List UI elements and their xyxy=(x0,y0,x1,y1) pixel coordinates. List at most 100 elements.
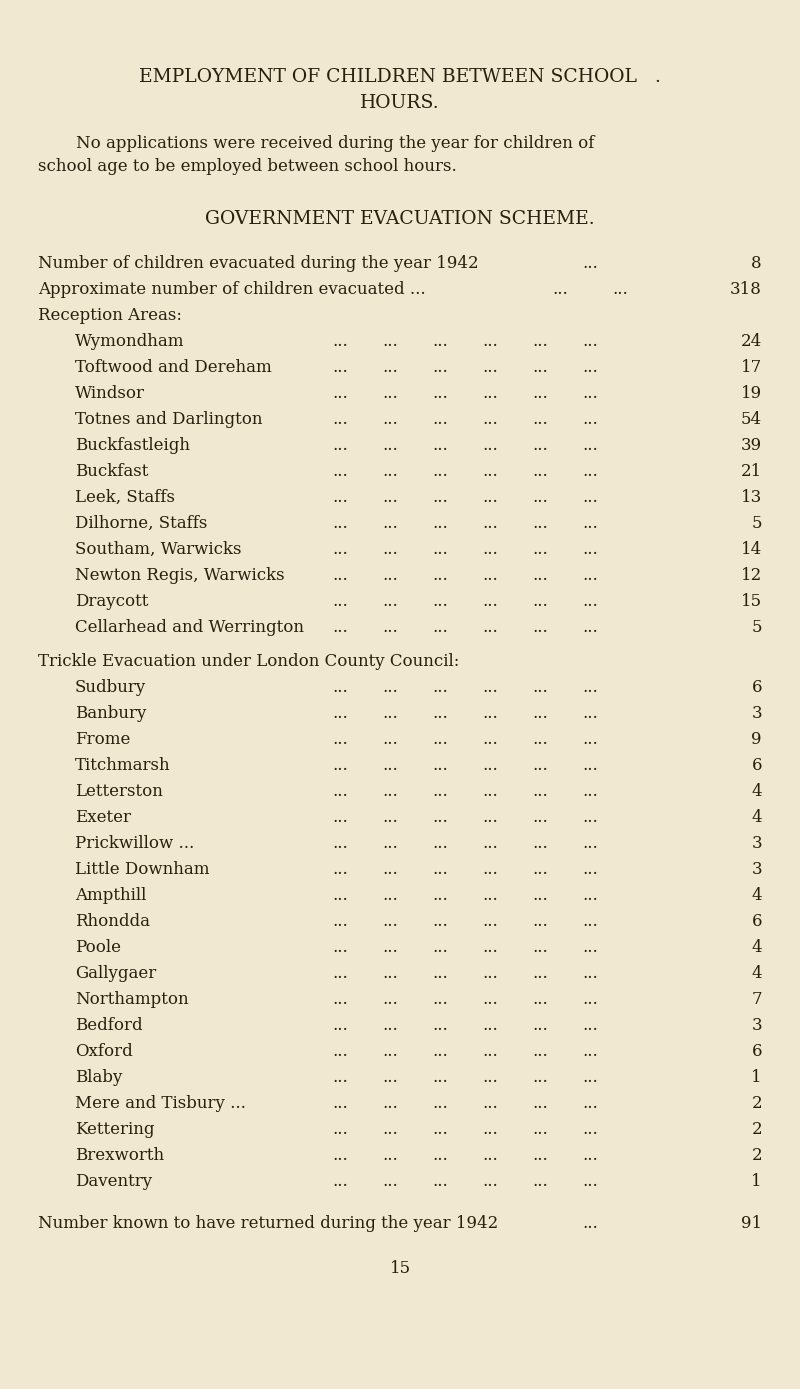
Text: ...: ... xyxy=(382,835,398,851)
Text: ...: ... xyxy=(332,385,348,401)
Text: ...: ... xyxy=(532,990,548,1008)
Text: Rhondda: Rhondda xyxy=(75,913,150,931)
Text: 7: 7 xyxy=(751,990,762,1008)
Text: ...: ... xyxy=(432,1147,448,1164)
Text: Frome: Frome xyxy=(75,731,130,749)
Text: ...: ... xyxy=(582,619,598,636)
Text: school age to be employed between school hours.: school age to be employed between school… xyxy=(38,158,457,175)
Text: ...: ... xyxy=(432,515,448,532)
Text: Cellarhead and Werrington: Cellarhead and Werrington xyxy=(75,619,304,636)
Text: Number known to have returned during the year 1942: Number known to have returned during the… xyxy=(38,1215,498,1232)
Text: ...: ... xyxy=(382,1147,398,1164)
Text: ...: ... xyxy=(532,489,548,506)
Text: ...: ... xyxy=(332,757,348,774)
Text: ...: ... xyxy=(382,593,398,610)
Text: ...: ... xyxy=(432,1172,448,1190)
Text: ...: ... xyxy=(482,757,498,774)
Text: 318: 318 xyxy=(730,281,762,299)
Text: ...: ... xyxy=(332,1147,348,1164)
Text: ...: ... xyxy=(582,939,598,956)
Text: ...: ... xyxy=(482,679,498,696)
Text: ...: ... xyxy=(382,861,398,878)
Text: Approximate number of children evacuated ...: Approximate number of children evacuated… xyxy=(38,281,426,299)
Text: ...: ... xyxy=(482,385,498,401)
Text: 2: 2 xyxy=(751,1147,762,1164)
Text: 24: 24 xyxy=(741,333,762,350)
Text: ...: ... xyxy=(432,808,448,826)
Text: EMPLOYMENT OF CHILDREN BETWEEN SCHOOL   .: EMPLOYMENT OF CHILDREN BETWEEN SCHOOL . xyxy=(139,68,661,86)
Text: ...: ... xyxy=(432,706,448,722)
Text: ...: ... xyxy=(382,990,398,1008)
Text: ...: ... xyxy=(382,965,398,982)
Text: ...: ... xyxy=(432,593,448,610)
Text: ...: ... xyxy=(382,385,398,401)
Text: Brexworth: Brexworth xyxy=(75,1147,164,1164)
Text: ...: ... xyxy=(382,731,398,749)
Text: ...: ... xyxy=(382,1017,398,1033)
Text: Exeter: Exeter xyxy=(75,808,131,826)
Text: ...: ... xyxy=(582,256,598,272)
Text: GOVERNMENT EVACUATION SCHEME.: GOVERNMENT EVACUATION SCHEME. xyxy=(205,210,595,228)
Text: Ampthill: Ampthill xyxy=(75,888,146,904)
Text: 6: 6 xyxy=(751,913,762,931)
Text: 19: 19 xyxy=(741,385,762,401)
Text: 4: 4 xyxy=(751,939,762,956)
Text: 8: 8 xyxy=(751,256,762,272)
Text: ...: ... xyxy=(582,411,598,428)
Text: 1: 1 xyxy=(751,1172,762,1190)
Text: ...: ... xyxy=(432,463,448,481)
Text: ...: ... xyxy=(532,783,548,800)
Text: ...: ... xyxy=(482,1147,498,1164)
Text: ...: ... xyxy=(482,1070,498,1086)
Text: ...: ... xyxy=(382,939,398,956)
Text: ...: ... xyxy=(582,990,598,1008)
Text: ...: ... xyxy=(482,1043,498,1060)
Text: ...: ... xyxy=(332,965,348,982)
Text: ...: ... xyxy=(332,679,348,696)
Text: ...: ... xyxy=(532,757,548,774)
Text: ...: ... xyxy=(532,333,548,350)
Text: ...: ... xyxy=(532,965,548,982)
Text: ...: ... xyxy=(382,438,398,454)
Text: ...: ... xyxy=(332,540,348,558)
Text: ...: ... xyxy=(332,358,348,376)
Text: 6: 6 xyxy=(751,757,762,774)
Text: ...: ... xyxy=(482,861,498,878)
Text: ...: ... xyxy=(382,333,398,350)
Text: ...: ... xyxy=(332,1121,348,1138)
Text: 15: 15 xyxy=(741,593,762,610)
Text: ...: ... xyxy=(332,438,348,454)
Text: ...: ... xyxy=(332,1017,348,1033)
Text: ...: ... xyxy=(582,679,598,696)
Text: ...: ... xyxy=(532,888,548,904)
Text: ...: ... xyxy=(432,913,448,931)
Text: ...: ... xyxy=(332,731,348,749)
Text: ...: ... xyxy=(582,358,598,376)
Text: ...: ... xyxy=(532,1095,548,1113)
Text: Number of children evacuated during the year 1942: Number of children evacuated during the … xyxy=(38,256,478,272)
Text: ...: ... xyxy=(332,913,348,931)
Text: ...: ... xyxy=(432,438,448,454)
Text: ...: ... xyxy=(582,706,598,722)
Text: ...: ... xyxy=(582,731,598,749)
Text: ...: ... xyxy=(432,939,448,956)
Text: Gallygaer: Gallygaer xyxy=(75,965,156,982)
Text: ...: ... xyxy=(432,1070,448,1086)
Text: ...: ... xyxy=(332,783,348,800)
Text: ...: ... xyxy=(332,463,348,481)
Text: ...: ... xyxy=(332,888,348,904)
Text: ...: ... xyxy=(532,1121,548,1138)
Text: ...: ... xyxy=(582,757,598,774)
Text: ...: ... xyxy=(482,1017,498,1033)
Text: ...: ... xyxy=(582,965,598,982)
Text: ...: ... xyxy=(432,888,448,904)
Text: ...: ... xyxy=(482,593,498,610)
Text: ...: ... xyxy=(482,1121,498,1138)
Text: ...: ... xyxy=(332,1070,348,1086)
Text: 39: 39 xyxy=(741,438,762,454)
Text: ...: ... xyxy=(482,808,498,826)
Text: ...: ... xyxy=(482,990,498,1008)
Text: ...: ... xyxy=(582,888,598,904)
Text: ...: ... xyxy=(332,593,348,610)
Text: ...: ... xyxy=(532,540,548,558)
